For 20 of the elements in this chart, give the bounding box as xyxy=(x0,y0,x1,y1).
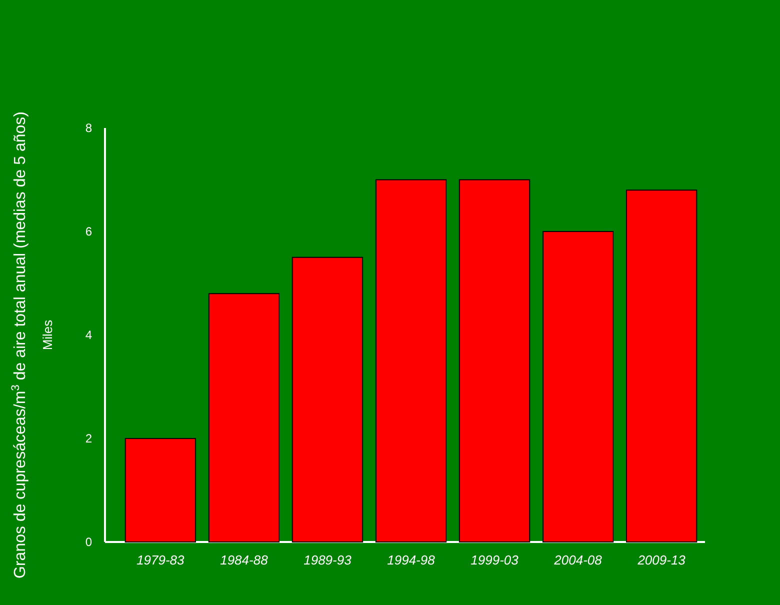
x-tick-label: 2004-08 xyxy=(553,552,603,568)
x-tick-label: 2009-13 xyxy=(636,552,686,568)
y-tick-label: 2 xyxy=(85,432,92,446)
x-tick-label: 1994-98 xyxy=(387,552,436,568)
bar xyxy=(292,256,364,542)
bar xyxy=(458,179,530,542)
y-tick-label: 8 xyxy=(85,121,92,136)
x-tick-label: 1984-88 xyxy=(220,552,269,568)
x-tick-label: 1989-93 xyxy=(304,552,352,568)
y-tick-label: 6 xyxy=(85,224,92,239)
x-tick-label: 1979-83 xyxy=(136,552,186,568)
bar xyxy=(375,179,447,542)
y-tick-label: 0 xyxy=(85,535,92,550)
text: Miles xyxy=(40,319,55,350)
bar xyxy=(626,190,698,542)
bar xyxy=(208,293,280,542)
bar xyxy=(124,438,196,542)
bar xyxy=(542,231,614,542)
y-tick-label: 4 xyxy=(85,328,92,342)
x-tick-label: 1999-03 xyxy=(470,552,520,568)
